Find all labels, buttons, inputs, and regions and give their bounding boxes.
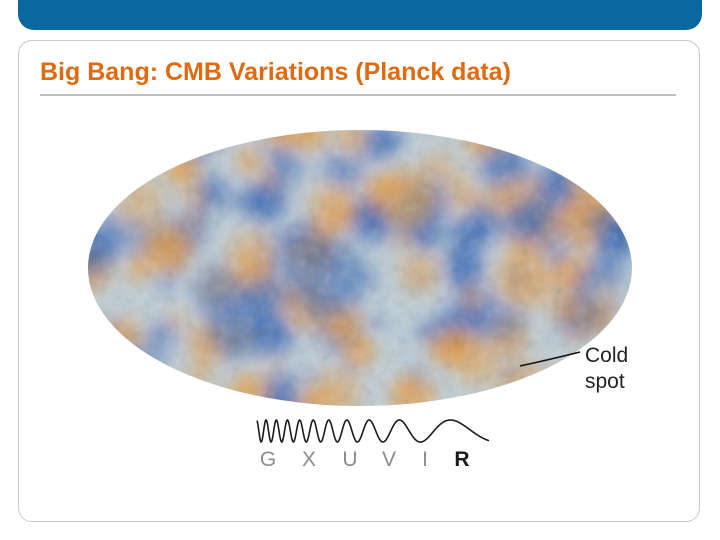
title-divider [40, 94, 676, 96]
band-label-x: X [301, 448, 317, 471]
cmb-map [88, 130, 632, 406]
band-label-v: V [381, 448, 397, 471]
header-bar [18, 0, 702, 30]
band-label-u: U [342, 448, 358, 471]
band-label-r: R [454, 448, 470, 471]
wavelength-wave-icon [256, 418, 490, 444]
band-label-g: G [259, 448, 277, 471]
slide-frame [18, 40, 700, 522]
cold-spot-label: Cold spot [585, 343, 695, 395]
cold-spot-label-line2: spot [585, 370, 625, 393]
slide-title: Big Bang: CMB Variations (Planck data) [40, 58, 511, 86]
band-label-i: I [422, 448, 428, 471]
cold-spot-label-line1: Cold [585, 344, 629, 367]
